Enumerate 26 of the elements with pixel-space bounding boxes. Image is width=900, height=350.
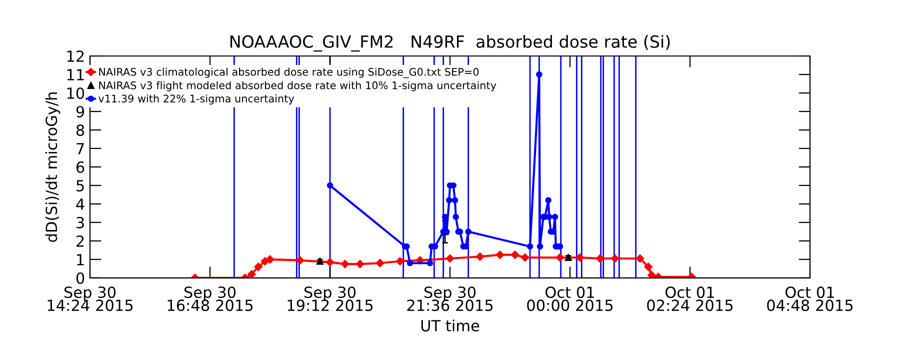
y-tick-label: 7 (76, 143, 84, 154)
legend-label: NAIRAS v3 flight modeled absorbed dose rate with 10% 1-sigma uncertainty (99, 81, 496, 92)
y-tick-label: 3 (76, 216, 84, 228)
y-tick-label: 8 (76, 124, 84, 136)
x-axis-title: UT time (421, 320, 480, 332)
x-tick-label: Sep 30 19:12 2015 (288, 286, 373, 312)
x-tick-label: Sep 30 16:48 2015 (168, 286, 253, 312)
y-tick-label: 11 (67, 69, 84, 80)
y-tick-label: 5 (76, 180, 84, 192)
legend-label: v11.39 with 22% 1-sigma uncertainty (98, 94, 294, 105)
x-tick-label: Sep 30 21:36 2015 (407, 286, 493, 312)
x-tick-label: Oct 01 00:00 2015 (527, 286, 613, 312)
y-tick-label: 1 (77, 254, 84, 266)
x-tick-label: Oct 01 02:24 2015 (647, 286, 733, 312)
y-tick-label: 12 (67, 50, 84, 62)
y-tick-label: 10 (67, 87, 84, 100)
y-tick-label: 9 (76, 106, 84, 118)
chart-title: NOAAAOC_GIV_FM2 N49RF absorbed dose rate (Si) (230, 35, 670, 52)
x-tick-label: Sep 30 14:24 2015 (48, 286, 133, 312)
y-tick-label: 4 (76, 198, 84, 210)
y-tick-label: 2 (76, 235, 84, 247)
y-axis-title: dD(Si)/dt microGy/h (45, 92, 60, 242)
y-tick-label: 0 (76, 272, 84, 284)
y-tick-label: 6 (76, 161, 84, 173)
legend-label: NAIRAS v3 climatological absorbed dose rate using SiDose_G0.txt SEP=0 (99, 68, 479, 78)
x-tick-label: Oct 01 04:48 2015 (767, 286, 853, 312)
